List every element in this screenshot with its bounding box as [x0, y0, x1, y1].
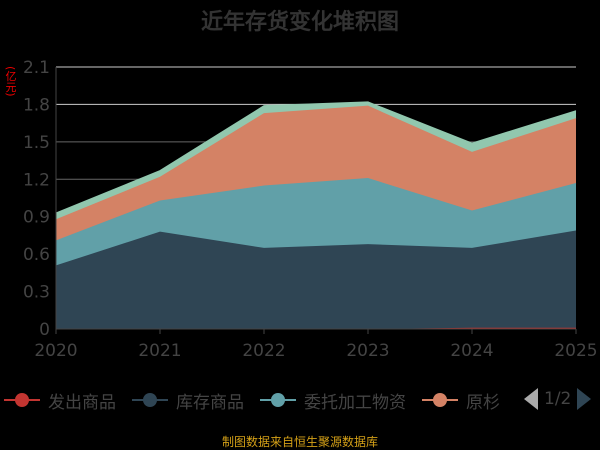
x-tick-label: 2025 — [554, 341, 597, 361]
legend-page-indicator: 1/2 — [544, 389, 572, 409]
legend-label: 原杉 — [466, 392, 500, 413]
legend: 发出商品 库存商品 委托加工物资 原杉 — [0, 388, 516, 413]
y-tick-label: 0.9 — [23, 208, 50, 228]
legend-item-2[interactable]: 委托加工物资 — [260, 388, 406, 413]
legend-symbol — [132, 393, 168, 407]
legend-symbol — [260, 393, 296, 407]
y-axis-unit: (亿元) — [4, 66, 17, 97]
legend-pager: 1/2 — [524, 388, 592, 410]
legend-item-3[interactable]: 原杉 — [422, 388, 500, 413]
x-tick-label: 2024 — [450, 341, 493, 361]
y-tick-label: 0 — [39, 320, 50, 340]
x-tick-label: 2022 — [242, 341, 285, 361]
x-tick-label: 2021 — [138, 341, 181, 361]
y-tick-label: 0.3 — [23, 283, 50, 303]
y-tick-label: 2.1 — [23, 58, 50, 78]
y-tick-label: 0.6 — [23, 245, 50, 265]
legend-symbol — [422, 393, 458, 407]
legend-symbol — [4, 393, 40, 407]
y-tick-label: 1.5 — [23, 133, 50, 153]
series-line-4 — [55, 101, 577, 214]
legend-prev-icon[interactable] — [524, 388, 538, 410]
legend-label: 库存商品 — [176, 392, 244, 413]
y-tick-label: 1.2 — [23, 170, 50, 190]
x-tick-label: 2023 — [346, 341, 389, 361]
data-source-note: 制图数据来自恒生聚源数据库 — [221, 435, 378, 449]
chart-title: 近年存货变化堆积图 — [200, 10, 399, 35]
legend-item-0[interactable]: 发出商品 — [4, 388, 116, 413]
legend-label: 委托加工物资 — [304, 392, 406, 413]
y-tick-label: 1.8 — [23, 95, 50, 115]
area-series-2 — [56, 178, 576, 266]
legend-label: 发出商品 — [48, 392, 116, 413]
area-series-3 — [56, 105, 576, 241]
legend-next-icon[interactable] — [577, 388, 592, 410]
stacked-area-chart: 0 0.3 0.6 0.9 1.2 1.5 1.8 2.1 2020 2021 2022 2023 20… — [23, 58, 598, 361]
area-series-1 — [56, 230, 576, 329]
x-tick-label: 2020 — [34, 341, 77, 361]
legend-item-1[interactable]: 库存商品 — [132, 388, 244, 413]
